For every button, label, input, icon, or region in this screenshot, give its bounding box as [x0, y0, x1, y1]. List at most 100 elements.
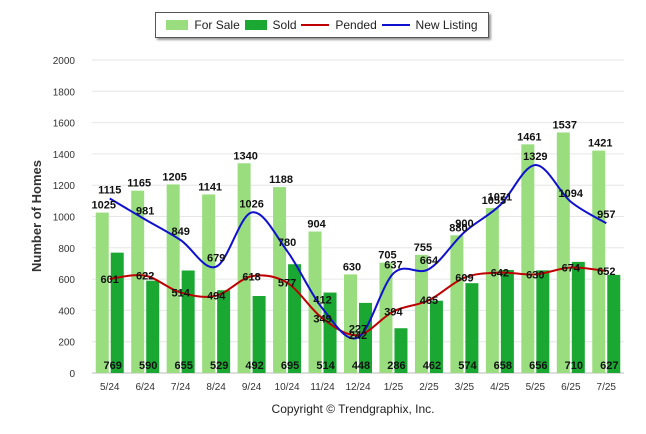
x-tick-label: 4/25 [490, 382, 510, 393]
bar-for-sale [202, 194, 216, 373]
lines [109, 164, 607, 340]
data-labels: 1025 769 601 1115 1165 590 622 981 1205 655 514 849… [91, 119, 618, 372]
y-tick-label: 400 [58, 306, 75, 317]
label-sold: 769 [104, 360, 122, 372]
bar-for-sale [237, 163, 251, 373]
bar-for-sale [521, 144, 535, 373]
bar-for-sale [414, 254, 428, 373]
y-tick-label: 200 [58, 338, 75, 349]
label-for-sale: 1141 [198, 181, 222, 193]
label-pended: 394 [384, 306, 403, 318]
y-tick-label: 1200 [53, 181, 76, 192]
legend-item-new-listing: New Listing [381, 18, 478, 32]
label-sold: 286 [387, 360, 405, 372]
bar-sold [571, 261, 585, 373]
label-sold: 710 [565, 360, 583, 372]
label-pended: 630 [526, 269, 544, 281]
label-new-listing: 849 [171, 226, 189, 238]
x-tick-label: 12/24 [345, 382, 370, 393]
label-for-sale: 1461 [517, 131, 541, 143]
label-for-sale: 1055 [482, 195, 506, 207]
label-pended: 652 [597, 266, 615, 278]
legend-item-pended: Pended [301, 18, 377, 32]
bar-for-sale [131, 190, 145, 373]
label-sold: 492 [245, 360, 263, 372]
label-pended: 577 [278, 278, 296, 290]
label-new-listing: 1094 [559, 188, 584, 200]
label-sold: 462 [423, 360, 441, 372]
bar-sold [252, 296, 266, 373]
legend-label: New Listing [415, 18, 478, 32]
label-pended: 349 [313, 313, 331, 325]
bar-for-sale [450, 235, 464, 373]
label-new-listing: 1071 [488, 191, 512, 203]
label-sold: 529 [210, 360, 228, 372]
label-for-sale: 1340 [233, 150, 257, 162]
y-tick-label: 1400 [53, 150, 76, 161]
label-pended: 642 [491, 268, 509, 280]
label-pended: 618 [242, 271, 260, 283]
bar-sold [359, 302, 372, 373]
y-tick-label: 1000 [53, 213, 76, 224]
label-for-sale: 880 [449, 222, 467, 234]
x-tick-label: 9/24 [242, 382, 262, 393]
x-tick-label: 6/24 [135, 382, 155, 393]
label-sold: 658 [494, 360, 512, 372]
x-tick-label: 11/24 [310, 382, 335, 393]
line-pended [109, 266, 607, 337]
label-new-listing: 679 [207, 253, 225, 265]
label-new-listing: 227 [349, 323, 367, 335]
x-tick-label: 1/25 [384, 382, 404, 393]
label-pended: 514 [171, 288, 190, 300]
label-new-listing: 1026 [239, 198, 263, 210]
label-pended: 622 [136, 271, 154, 283]
label-for-sale: 630 [343, 261, 361, 273]
legend-label: Pended [335, 18, 377, 32]
copyright-footer: Copyright © Trendgraphix, Inc. [271, 402, 435, 416]
legend-swatch [166, 20, 189, 30]
label-sold: 627 [600, 360, 618, 372]
label-pended: 494 [207, 291, 226, 303]
legend-swatch [301, 24, 330, 26]
label-for-sale: 1165 [127, 178, 151, 190]
legend: For Sale Sold Pended New Listing [155, 12, 489, 38]
label-pended: 609 [455, 273, 473, 285]
x-tick-label: 3/25 [455, 382, 475, 393]
x-tick-label: 5/25 [526, 382, 546, 393]
x-tick-label: 7/25 [597, 382, 617, 393]
x-tick-label: 7/24 [171, 382, 191, 393]
x-tick-label: 2/25 [419, 382, 439, 393]
x-tick-label: 6/25 [561, 382, 581, 393]
label-pended: 242 [349, 330, 367, 342]
label-sold: 514 [316, 360, 335, 372]
bar-sold [536, 270, 550, 373]
label-for-sale: 1188 [269, 174, 293, 186]
y-axis-title: Number of Homes [29, 160, 44, 272]
bar-sold [500, 270, 514, 373]
label-sold: 695 [281, 360, 299, 372]
label-new-listing: 664 [420, 255, 439, 267]
y-axis: 0 200 400 600 800 1000 1200 1400 1600 1800 2000 [53, 56, 76, 380]
bar-sold [181, 270, 195, 373]
bar-for-sale [592, 150, 606, 373]
y-tick-label: 2000 [53, 56, 76, 67]
bar-sold [146, 280, 160, 373]
bar-for-sale [308, 231, 322, 373]
label-sold: 655 [174, 360, 192, 372]
legend-item-sold: Sold [244, 18, 297, 32]
label-for-sale: 1537 [553, 119, 577, 131]
x-tick-label: 10/24 [275, 382, 300, 393]
label-new-listing: 900 [455, 218, 473, 230]
legend-swatch [244, 20, 267, 30]
bar-for-sale [556, 132, 570, 373]
label-pended: 465 [420, 295, 438, 307]
x-axis: 5/24 6/24 7/24 8/24 9/24 10/24 11/24 12/24 1/25 2… [100, 382, 616, 393]
label-for-sale: 1025 [91, 200, 115, 212]
bar-for-sale [95, 212, 109, 373]
y-tick-label: 1600 [53, 119, 76, 130]
label-new-listing: 780 [278, 237, 296, 249]
label-sold: 448 [352, 360, 370, 372]
label-new-listing: 1115 [98, 185, 121, 197]
label-for-sale: 1205 [162, 171, 186, 183]
label-new-listing: 957 [597, 209, 615, 221]
